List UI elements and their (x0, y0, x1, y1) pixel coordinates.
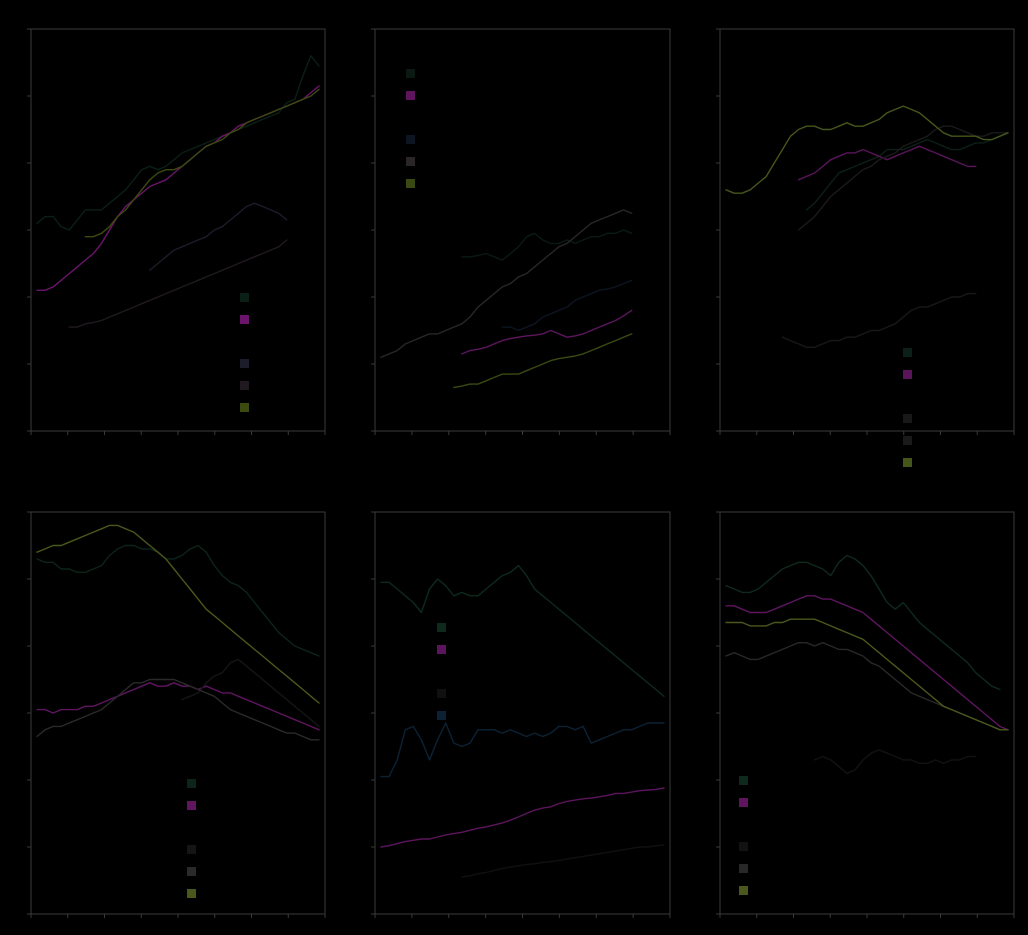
series-line-2 (797, 145, 977, 181)
legend-marker-3 (903, 414, 912, 423)
chart-panel-1 (27, 28, 326, 435)
legend-marker-4 (437, 711, 446, 720)
legend-marker-4 (187, 867, 196, 876)
chart-panel-6 (716, 511, 1015, 918)
legend-marker-1 (739, 776, 748, 785)
legend-marker-3 (187, 845, 196, 854)
legend-marker-5 (406, 179, 415, 188)
legend-marker-2 (240, 315, 249, 324)
legend-marker-1 (406, 69, 415, 78)
series-line-1 (380, 564, 665, 697)
series-line-1 (725, 554, 1001, 691)
chart-panel-5 (371, 511, 671, 918)
legend-marker-2 (903, 370, 912, 379)
legend-marker-3 (739, 842, 748, 851)
plot-frame (719, 28, 1015, 432)
legend-marker-3 (437, 689, 446, 698)
series-line-1 (461, 229, 633, 261)
series-line-4 (725, 642, 1009, 731)
series-line-4 (380, 722, 665, 778)
legend-marker-1 (903, 348, 912, 357)
legend-marker-2 (739, 798, 748, 807)
series-line-3 (501, 279, 633, 332)
series-line-5 (453, 333, 633, 389)
legend-marker-4 (903, 436, 912, 445)
legend-marker-5 (240, 403, 249, 412)
series-line-2 (36, 85, 320, 291)
series-line-5 (725, 105, 1009, 194)
plot-frame (719, 511, 1015, 915)
series-line-2 (380, 787, 665, 848)
series-line-3 (149, 202, 288, 271)
legend-marker-5 (903, 458, 912, 467)
series-line-1 (36, 544, 320, 657)
series-line-2 (725, 595, 1009, 731)
series-line-3 (781, 292, 977, 348)
series-line-2 (461, 309, 633, 355)
series-line-4 (36, 678, 320, 741)
legend-marker-1 (437, 623, 446, 632)
legend-marker-4 (739, 864, 748, 873)
legend-marker-1 (240, 293, 249, 302)
legend-marker-1 (187, 779, 196, 788)
series-line-4 (380, 209, 633, 358)
series-line-2 (36, 682, 320, 731)
series-line-3 (181, 658, 320, 728)
series-line-5 (36, 524, 320, 704)
chart-panel-3 (716, 28, 1015, 467)
legend-marker-2 (406, 91, 415, 100)
legend-marker-4 (406, 157, 415, 166)
plot-frame (374, 511, 671, 915)
series-line-3 (813, 749, 977, 774)
chart-panel-2 (371, 28, 671, 435)
series-line-4 (68, 239, 288, 328)
series-line-5 (84, 88, 320, 238)
legend-marker-5 (739, 886, 748, 895)
legend-marker-3 (240, 359, 249, 368)
series-line-4 (797, 125, 1009, 231)
series-line-3 (461, 844, 665, 878)
legend-marker-2 (437, 645, 446, 654)
series-line-5 (725, 618, 1009, 731)
series-line-1 (36, 55, 320, 231)
legend-marker-4 (240, 381, 249, 390)
plot-frame (30, 511, 326, 915)
legend-marker-2 (187, 801, 196, 810)
legend-marker-5 (187, 889, 196, 898)
chart-panel-4 (27, 511, 326, 918)
plot-frame (30, 28, 326, 432)
legend-marker-3 (406, 135, 415, 144)
series-line-1 (805, 132, 1009, 211)
plot-frame (374, 28, 671, 432)
